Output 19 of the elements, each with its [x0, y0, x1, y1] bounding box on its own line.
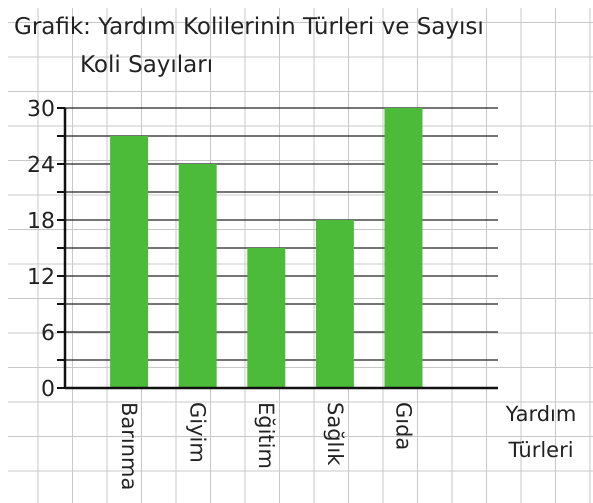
x-axis-title: Yardım Türleri — [504, 401, 578, 464]
chart-title: Grafik: Yardım Kolilerinin Türleri ve Sayısı — [14, 14, 484, 40]
y-tick-label: 0 — [41, 376, 55, 402]
bar — [247, 248, 286, 388]
y-tick-label: 18 — [27, 208, 55, 234]
bar — [384, 108, 422, 388]
y-tick-label: 24 — [27, 152, 55, 178]
x-tick-label: Eğitim — [254, 402, 278, 469]
x-tick-label: Gıda — [391, 402, 416, 450]
x-tick-label: Sağlık — [322, 402, 347, 466]
y-tick-label: 30 — [27, 96, 55, 122]
x-tick-label: Barınma — [116, 402, 141, 490]
bar — [110, 136, 148, 388]
bar — [178, 164, 217, 388]
y-tick-label: 12 — [27, 264, 55, 290]
y-axis-title: Koli Sayıları — [80, 52, 214, 78]
x-tick-label: Giyim — [186, 402, 210, 463]
y-tick-label: 6 — [41, 320, 55, 346]
bar — [316, 220, 354, 388]
